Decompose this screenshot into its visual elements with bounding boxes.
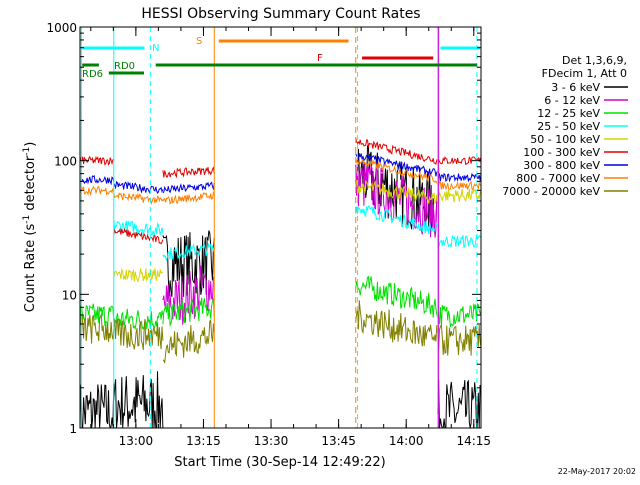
legend-label-8: 800 - 7000 keV xyxy=(516,172,600,185)
legend-label-2: 6 - 12 keV xyxy=(544,94,600,107)
saa-flag-label: S xyxy=(196,36,202,47)
x-tick-label-4: 13:45 xyxy=(321,434,356,448)
legend-label-4: 25 - 50 keV xyxy=(537,120,600,133)
plot-frame xyxy=(79,26,482,429)
legend-label-9: 7000 - 20000 keV xyxy=(502,185,600,198)
night-flag-label: N xyxy=(152,43,159,54)
series-line-5 xyxy=(113,179,481,283)
y-tick-label-3: 100 xyxy=(54,155,77,169)
series-line-2 xyxy=(162,160,438,325)
y-tick-label-2: 10 xyxy=(62,288,77,302)
series-line-3 xyxy=(80,275,481,331)
rd0-flag-label: RD0 xyxy=(114,61,135,72)
x-axis-label: Start Time (30-Sep-14 12:49:22) xyxy=(174,455,385,470)
chart-title: HESSI Observing Summary Count Rates xyxy=(141,6,420,22)
flare-flag-label: F xyxy=(317,53,323,64)
series-line-7 xyxy=(80,153,481,194)
series-line-9 xyxy=(80,300,481,364)
legend-label-7: 300 - 800 keV xyxy=(523,159,600,172)
y-tick-label-4: 1000 xyxy=(46,21,77,35)
x-tick-label-3: 13:30 xyxy=(254,434,289,448)
rd6-flag-label: RD6 xyxy=(82,69,103,80)
series-line-4 xyxy=(113,205,481,262)
footer-date: 22-May-2017 20:02 xyxy=(558,467,636,476)
legend-header-line-2: FDecim 1, Att 0 xyxy=(542,67,627,80)
x-tick-label-1: 13:00 xyxy=(119,434,154,448)
legend-label-1: 3 - 6 keV xyxy=(551,81,600,94)
series-line-6 xyxy=(80,137,481,245)
legend-label-3: 12 - 25 keV xyxy=(537,107,600,120)
legend-label-6: 100 - 300 keV xyxy=(523,146,600,159)
x-tick-label-5: 14:00 xyxy=(389,434,424,448)
series-line-8 xyxy=(80,158,481,206)
legend-label-5: 50 - 100 keV xyxy=(530,133,600,146)
y-tick-label-1: 1 xyxy=(69,422,77,436)
y-axis-label: Count Rate (s-1 detector-1) xyxy=(22,142,38,313)
x-tick-label-2: 13:15 xyxy=(186,434,221,448)
series-line-1 xyxy=(80,145,481,428)
x-tick-label-6: 14:15 xyxy=(456,434,491,448)
legend-header-line-1: Det 1,3,6,9, xyxy=(562,54,627,67)
